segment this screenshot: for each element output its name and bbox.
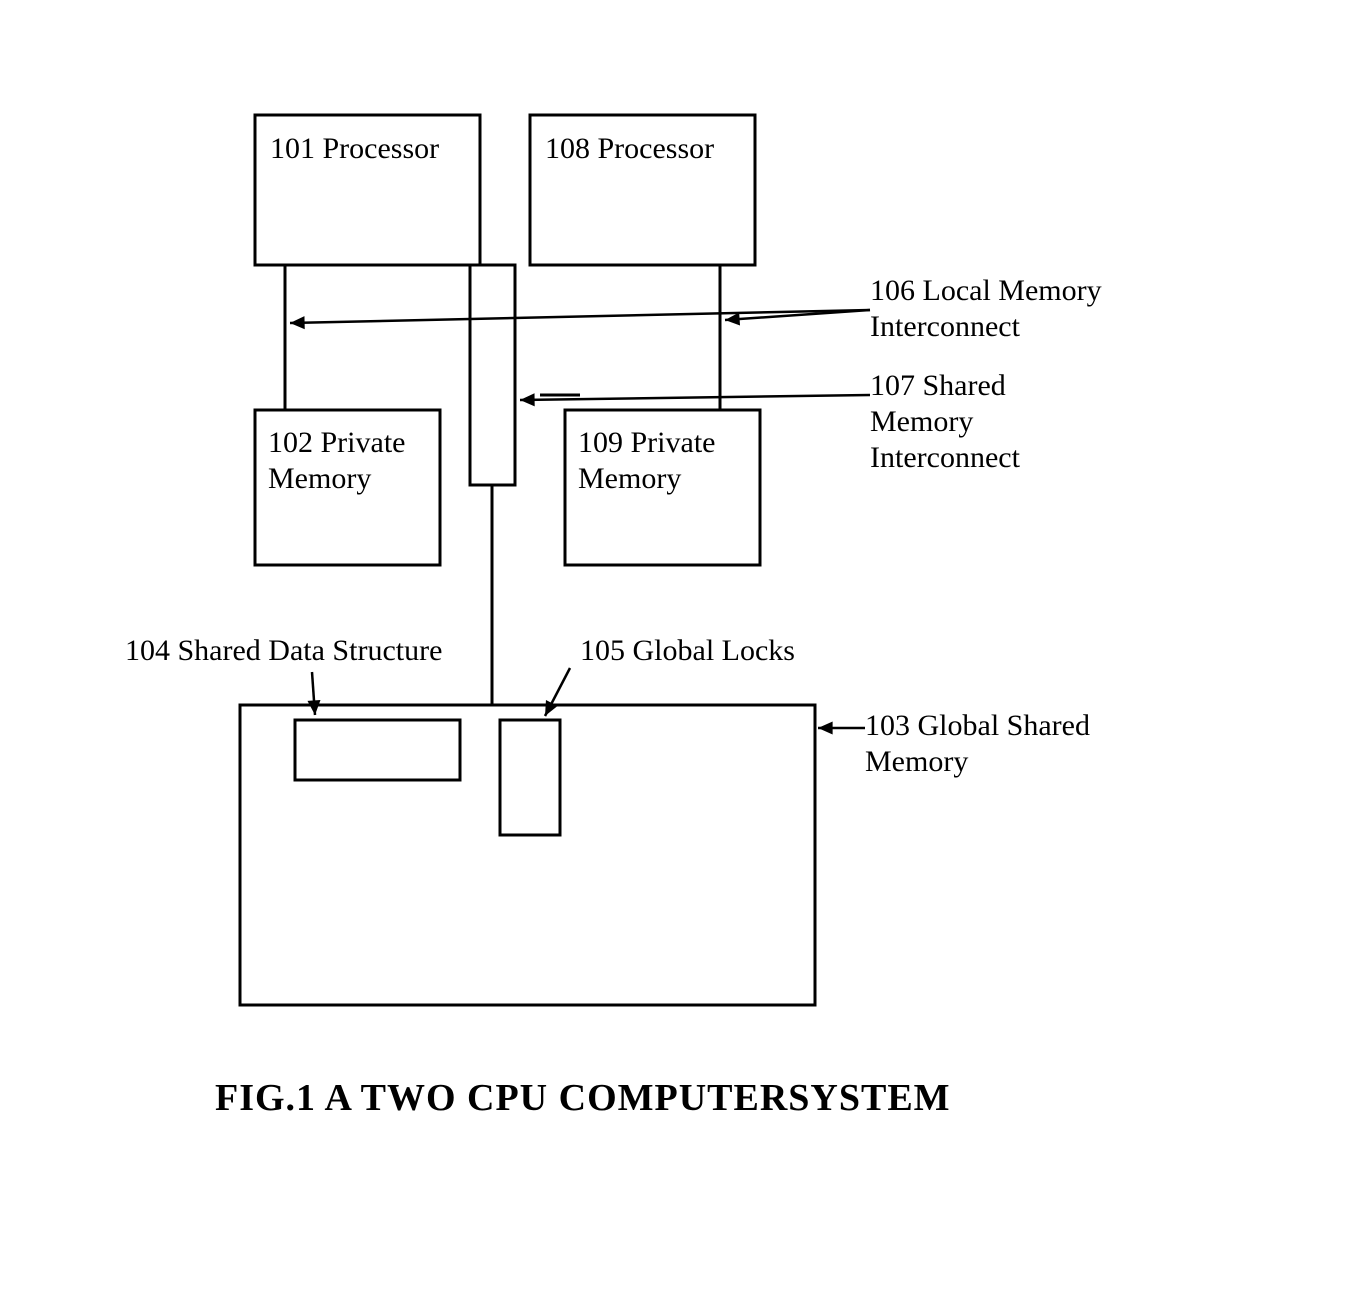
figure-caption: FIG.1 A TWO CPU COMPUTERSYSTEM xyxy=(215,1077,951,1119)
arrowhead xyxy=(520,393,535,406)
box-sds xyxy=(295,720,460,780)
arrowhead xyxy=(290,316,305,329)
two-cpu-system-diagram: 101 Processor108 Processor102 PrivateMem… xyxy=(0,0,1372,1289)
box-shared_channel xyxy=(470,265,515,485)
callout-shared_mem: 107 SharedMemoryInterconnect xyxy=(870,369,1021,474)
callout-sds_label: 104 Shared Data Structure xyxy=(125,634,442,667)
arrowhead xyxy=(818,721,833,734)
label-proc1: 101 Processor xyxy=(270,132,439,165)
callout-locks_label: 105 Global Locks xyxy=(580,634,795,667)
callout-local_mem: 106 Local MemoryInterconnect xyxy=(870,274,1102,343)
box-locks xyxy=(500,720,560,835)
label-proc2: 108 Processor xyxy=(545,132,714,165)
callout-gsm_label: 103 Global SharedMemory xyxy=(865,709,1090,778)
